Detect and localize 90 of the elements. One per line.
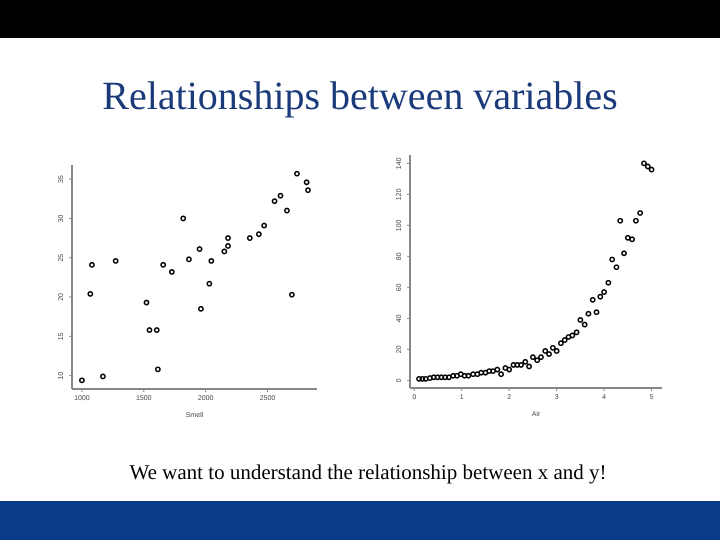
point bbox=[294, 170, 300, 177]
point bbox=[419, 376, 426, 382]
point bbox=[522, 358, 528, 365]
point bbox=[454, 372, 460, 379]
point bbox=[154, 366, 161, 372]
point bbox=[478, 370, 484, 376]
point bbox=[278, 192, 284, 199]
point bbox=[621, 250, 627, 256]
point bbox=[112, 258, 119, 264]
point bbox=[502, 365, 508, 371]
point bbox=[458, 371, 464, 378]
point bbox=[284, 208, 290, 214]
point bbox=[446, 374, 452, 380]
point bbox=[569, 332, 576, 338]
point bbox=[87, 290, 94, 297]
text: We want to understand the relationship between x and y! bbox=[129, 460, 607, 484]
point bbox=[438, 374, 444, 380]
point bbox=[490, 368, 496, 374]
point bbox=[221, 248, 228, 254]
point bbox=[562, 337, 568, 344]
point bbox=[427, 375, 433, 381]
point bbox=[594, 309, 600, 316]
point bbox=[566, 334, 572, 340]
point bbox=[526, 364, 532, 370]
point bbox=[430, 374, 437, 380]
point bbox=[208, 258, 214, 264]
point bbox=[518, 362, 524, 368]
point bbox=[582, 322, 588, 328]
point bbox=[288, 292, 295, 298]
point bbox=[482, 370, 488, 376]
point bbox=[144, 300, 150, 306]
point bbox=[89, 262, 95, 268]
point bbox=[225, 235, 231, 241]
point bbox=[577, 317, 584, 323]
point bbox=[590, 296, 596, 303]
point bbox=[422, 376, 429, 382]
point bbox=[609, 256, 616, 262]
point bbox=[494, 366, 500, 372]
point bbox=[648, 166, 654, 172]
point bbox=[154, 327, 160, 333]
point bbox=[416, 376, 422, 382]
point bbox=[206, 280, 212, 287]
point bbox=[597, 294, 604, 300]
point bbox=[462, 372, 468, 379]
point bbox=[78, 377, 85, 384]
point bbox=[168, 268, 175, 275]
point bbox=[180, 216, 186, 222]
point bbox=[624, 234, 631, 241]
point bbox=[100, 374, 106, 380]
point bbox=[586, 310, 592, 317]
point bbox=[465, 372, 472, 379]
point bbox=[246, 235, 253, 241]
point bbox=[486, 368, 492, 374]
point bbox=[530, 354, 536, 360]
point bbox=[629, 236, 636, 242]
point bbox=[450, 372, 456, 379]
point bbox=[305, 187, 311, 194]
point bbox=[434, 374, 440, 380]
point bbox=[196, 246, 202, 252]
point bbox=[546, 351, 552, 357]
point bbox=[614, 264, 620, 270]
point bbox=[225, 243, 231, 249]
point bbox=[538, 354, 544, 360]
point bbox=[186, 256, 192, 262]
point bbox=[574, 329, 580, 336]
point bbox=[272, 198, 278, 204]
point bbox=[632, 218, 639, 224]
point bbox=[605, 280, 612, 286]
point bbox=[442, 374, 448, 380]
point bbox=[160, 262, 166, 268]
point bbox=[637, 210, 644, 216]
point bbox=[558, 340, 564, 346]
chart-title: Relationships between variables bbox=[102, 73, 618, 118]
point bbox=[510, 362, 516, 368]
point bbox=[617, 218, 624, 224]
point bbox=[641, 160, 647, 166]
point bbox=[514, 362, 520, 368]
point bbox=[550, 344, 556, 351]
point bbox=[554, 348, 560, 354]
point bbox=[542, 348, 548, 354]
point bbox=[304, 179, 310, 186]
point bbox=[506, 366, 512, 372]
point bbox=[644, 164, 651, 170]
point bbox=[534, 357, 540, 364]
point bbox=[261, 222, 268, 228]
point bbox=[256, 231, 262, 238]
point bbox=[146, 327, 152, 333]
point bbox=[498, 371, 504, 378]
point bbox=[601, 289, 608, 295]
point bbox=[198, 306, 204, 312]
